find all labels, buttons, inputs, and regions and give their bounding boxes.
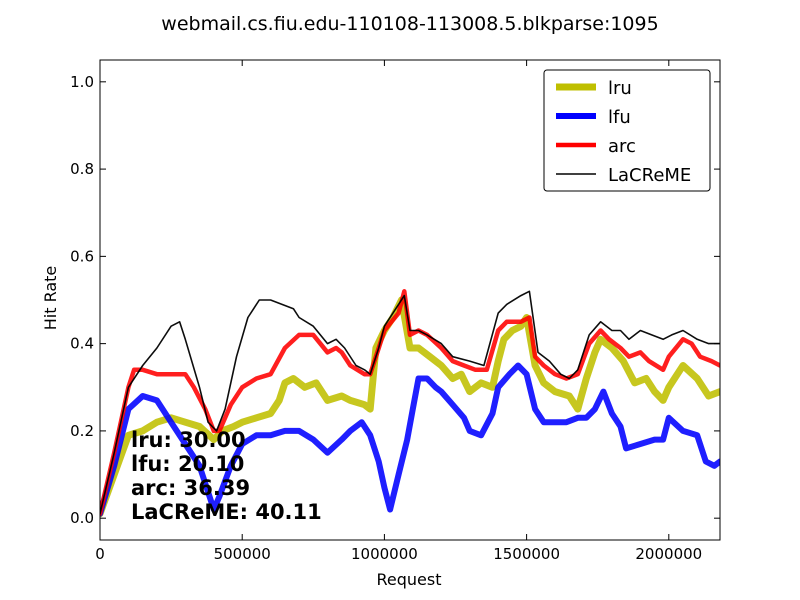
y-axis-label: Hit Rate [41,266,60,331]
score-annotation: arc: 36.39 [131,476,250,500]
x-tick-label: 2000000 [635,545,702,563]
y-tick-label: 0.6 [70,247,94,265]
y-tick-label: 0.8 [70,160,94,178]
series-line-lfu [100,362,720,517]
y-tick-label: 0.0 [70,509,94,527]
series-layer [100,289,720,518]
legend-label-arc: arc [608,136,636,157]
y-tick-label: 0.4 [70,335,94,353]
axes-frame [99,59,721,541]
legend-label-lfu: lfu [608,107,631,128]
legend-label-lacreme: LaCReME [608,165,691,186]
axes [99,59,721,541]
x-tick-label: 1500000 [493,545,560,563]
y-tick-label: 1.0 [70,73,94,91]
x-tick-label: 1000000 [351,545,418,563]
legend: lru lfu arc LaCReME [543,69,711,192]
legend-box [543,69,711,192]
x-tick-label: 0 [95,545,105,563]
series-line-lacreme [100,290,720,515]
x-axis-label: Request [377,570,442,589]
legend-label-lru: lru [608,78,632,99]
series-line-lru [100,296,720,518]
ticks: 0 500000 1000000 1500000 2000000 0.0 0.2 0.4 0.6… [70,60,720,563]
score-annotation: LaCReME: 40.11 [131,500,322,524]
x-tick-label: 500000 [214,545,271,563]
score-annotation: lru: 30.00 [131,428,246,452]
chart-title: webmail.cs.fiu.edu-110108-113008.5.blkpa… [161,13,658,35]
score-annotation: lfu: 20.10 [131,452,244,476]
y-tick-label: 0.2 [70,422,94,440]
